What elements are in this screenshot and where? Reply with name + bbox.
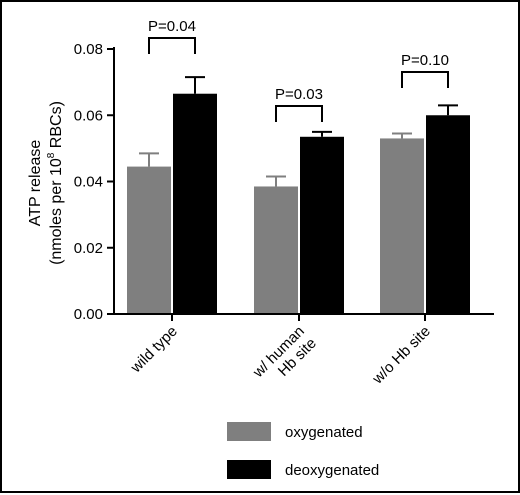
bar-oxygenated	[254, 186, 298, 314]
x-tick-label-group: w/o Hb site	[369, 323, 434, 388]
bar-deoxygenated	[300, 136, 344, 314]
error-bars-layer	[139, 76, 458, 187]
legend-swatch-deoxygenated	[227, 460, 271, 479]
significance-bracket	[401, 71, 449, 88]
legend-swatch-oxygenated	[227, 422, 271, 441]
legend-label-oxygenated: oxygenated	[285, 424, 363, 441]
bar-oxygenated	[127, 166, 171, 314]
bar-deoxygenated	[426, 115, 470, 314]
y-ticks: 0.00 0.02 0.04 0.06 0.08	[74, 41, 114, 323]
p-value-label: P=0.04	[148, 18, 196, 35]
x-tick-label-group: wild type	[127, 323, 181, 377]
significance-bracket	[275, 105, 323, 122]
y-axis-title-line2: (nmoles per 108 RBCs)	[46, 101, 65, 265]
x-tick-label: w/o Hb site	[369, 323, 434, 388]
y-axis-title-line1: ATP release	[27, 140, 44, 227]
bar-deoxygenated	[173, 93, 217, 314]
legend-label-deoxygenated: deoxygenated	[285, 462, 379, 479]
significance-bracket	[148, 37, 196, 54]
p-value-label: P=0.03	[275, 86, 323, 103]
y-tick-label: 0.00	[74, 306, 103, 323]
y-axis-title-line2-pre: (nmoles per 10	[48, 158, 65, 265]
p-value-label: P=0.10	[401, 52, 449, 69]
y-axis-title-line2-post: RBCs)	[48, 101, 65, 153]
y-tick-label: 0.06	[74, 107, 103, 124]
legend: oxygenated deoxygenated	[227, 422, 379, 479]
significance-brackets: P=0.04 P=0.03 P=0.10	[148, 18, 449, 122]
y-axis-title: ATP release (nmoles per 108 RBCs)	[27, 101, 65, 265]
x-tick-label: wild type	[127, 323, 181, 377]
bars-layer	[127, 93, 470, 314]
y-tick-label: 0.04	[74, 174, 103, 191]
bar-oxygenated	[380, 138, 424, 314]
y-tick-label: 0.08	[74, 41, 103, 58]
y-tick-label: 0.02	[74, 240, 103, 257]
y-axis-title-superscript: 8	[46, 152, 57, 158]
